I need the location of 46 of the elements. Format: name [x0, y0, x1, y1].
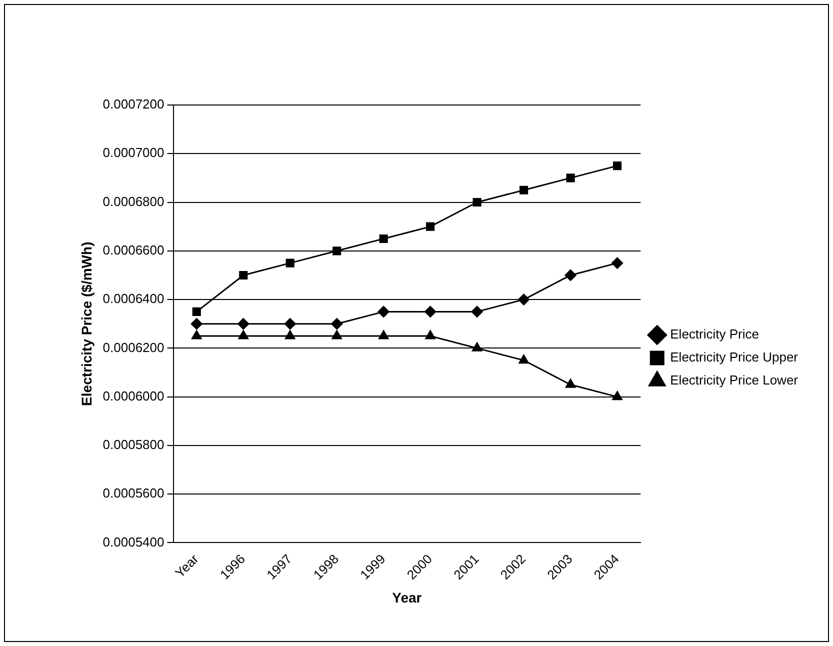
- legend-label: Electricity Price Lower: [670, 372, 799, 388]
- point: [332, 330, 342, 340]
- y-tick-label: 0.0007200: [102, 96, 164, 112]
- point: [566, 174, 575, 182]
- point: [378, 306, 390, 318]
- y-tick-label: 0.0006200: [102, 340, 164, 355]
- y-tick-label: 0.0005800: [102, 437, 164, 452]
- point: [425, 330, 436, 340]
- point: [238, 318, 250, 330]
- point: [520, 186, 528, 194]
- point: [472, 198, 482, 207]
- y-axis-title: Electricity Price ($/mWh): [78, 242, 94, 406]
- point: [518, 354, 529, 364]
- point: [518, 294, 530, 306]
- point: [612, 162, 622, 170]
- point: [424, 306, 436, 318]
- point: [426, 222, 435, 231]
- point: [379, 234, 388, 244]
- point: [378, 330, 389, 340]
- point: [192, 330, 202, 340]
- point: [285, 330, 296, 340]
- y-tick-label: 0.0006000: [102, 388, 164, 404]
- y-tick-label: 0.0005400: [102, 534, 164, 550]
- point: [286, 258, 294, 268]
- x-axis-title: Year: [392, 589, 422, 606]
- y-tick-label: 0.0006600: [102, 242, 164, 258]
- legend-label: Electricity Price: [670, 326, 759, 342]
- point: [471, 306, 483, 318]
- point: [332, 246, 342, 256]
- point: [238, 330, 248, 340]
- point: [564, 269, 576, 281]
- y-tick-label: 0.0005600: [102, 486, 164, 501]
- point: [331, 318, 343, 330]
- point: [192, 307, 201, 316]
- point: [612, 391, 622, 400]
- point: [612, 257, 624, 269]
- y-tick-label: 0.0006800: [102, 194, 164, 209]
- y-tick-label: 0.0007000: [102, 145, 164, 160]
- legend-label: Electricity Price Upper: [670, 350, 799, 365]
- point: [565, 378, 576, 388]
- point: [190, 318, 202, 330]
- point: [239, 270, 248, 280]
- point: [472, 342, 482, 352]
- y-tick-label: 0.0006400: [102, 291, 164, 306]
- point: [284, 318, 296, 330]
- x-tick-label: Year: [172, 550, 202, 580]
